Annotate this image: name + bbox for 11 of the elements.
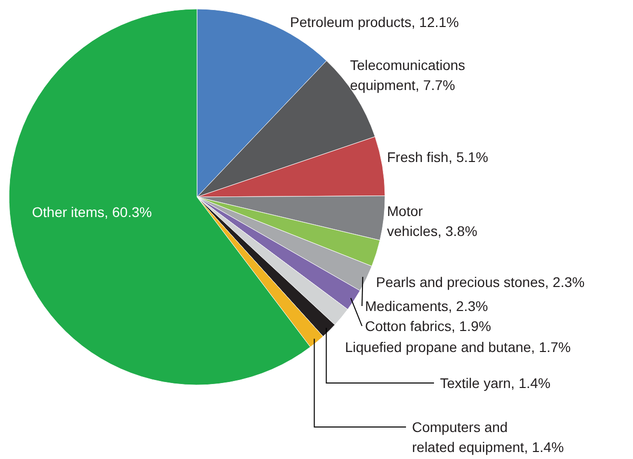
slice-label: Textile yarn, 1.4% bbox=[440, 375, 550, 391]
slice-label: Liquefied propane and butane, 1.7% bbox=[345, 339, 571, 355]
slice-label: Medicaments, 2.3% bbox=[365, 298, 488, 314]
slice-label: Pearls and precious stones, 2.3% bbox=[376, 274, 585, 290]
slice-label: Computers and related equipment, 1.4% bbox=[412, 419, 564, 455]
slice-label: Telecomunications equipment, 7.7% bbox=[350, 57, 466, 93]
slice-label: Motor vehicles, 3.8% bbox=[387, 203, 478, 239]
slice-label: Other items, 60.3% bbox=[32, 204, 152, 220]
slice-label: Fresh fish, 5.1% bbox=[387, 149, 488, 165]
slice-label: Petroleum products, 12.1% bbox=[290, 14, 459, 30]
slice-label: Cotton fabrics, 1.9% bbox=[365, 318, 492, 334]
